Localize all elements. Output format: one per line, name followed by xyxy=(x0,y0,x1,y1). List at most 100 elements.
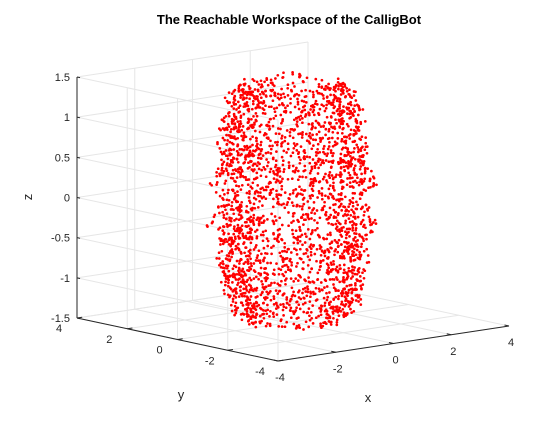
data-point xyxy=(266,136,270,140)
data-point xyxy=(283,241,287,245)
data-point xyxy=(231,177,235,180)
data-point xyxy=(245,310,249,313)
data-point xyxy=(234,311,238,315)
data-point xyxy=(341,303,345,306)
data-point xyxy=(308,206,311,210)
data-point xyxy=(247,120,250,124)
data-point xyxy=(370,169,373,173)
data-point xyxy=(291,169,295,173)
data-point xyxy=(275,189,278,193)
data-point xyxy=(334,227,338,230)
data-point xyxy=(322,124,325,128)
data-point xyxy=(334,222,338,226)
data-point xyxy=(220,249,224,253)
data-point xyxy=(354,125,358,129)
data-point xyxy=(268,170,272,174)
data-point xyxy=(253,129,257,133)
data-point xyxy=(271,157,275,161)
data-point xyxy=(222,288,226,292)
data-point xyxy=(326,313,330,317)
data-point xyxy=(247,161,250,165)
data-point xyxy=(345,208,349,212)
data-point xyxy=(318,92,321,95)
data-point xyxy=(338,97,342,101)
data-point xyxy=(348,220,352,224)
data-point xyxy=(247,118,251,121)
data-point xyxy=(281,260,285,264)
data-point xyxy=(310,193,314,197)
data-point xyxy=(306,311,310,314)
data-point xyxy=(295,142,299,146)
data-point xyxy=(331,154,334,158)
data-point xyxy=(343,245,347,249)
data-point xyxy=(262,316,266,320)
data-point xyxy=(272,220,275,224)
data-point xyxy=(228,295,231,299)
data-point xyxy=(235,217,238,221)
data-point xyxy=(307,307,311,310)
data-point xyxy=(298,204,302,208)
data-point xyxy=(269,147,273,151)
data-point xyxy=(262,233,265,237)
grid-line xyxy=(76,81,309,118)
data-point xyxy=(251,102,255,106)
data-point xyxy=(336,310,340,314)
data-point xyxy=(227,198,231,202)
data-point xyxy=(295,193,299,197)
data-point xyxy=(316,226,319,230)
data-point xyxy=(247,283,251,287)
data-point xyxy=(317,82,321,86)
data-point xyxy=(274,301,278,305)
data-point xyxy=(292,142,296,145)
data-point xyxy=(232,240,236,243)
data-point xyxy=(244,299,248,303)
data-point xyxy=(238,166,242,169)
data-point xyxy=(231,290,235,293)
data-point xyxy=(233,219,236,222)
data-point xyxy=(232,90,236,93)
data-point xyxy=(333,140,337,144)
data-point xyxy=(270,105,273,109)
data-point xyxy=(248,252,252,255)
data-point xyxy=(351,204,355,208)
data-point xyxy=(296,238,299,242)
data-point xyxy=(262,101,266,104)
data-point xyxy=(282,167,286,171)
data-point xyxy=(254,197,258,201)
data-point xyxy=(217,228,220,231)
data-point xyxy=(282,274,286,278)
data-point xyxy=(296,169,300,173)
data-point xyxy=(308,155,312,159)
data-point xyxy=(277,132,281,136)
data-point xyxy=(247,290,251,294)
data-point xyxy=(264,309,268,313)
data-point xyxy=(283,191,287,194)
data-point xyxy=(314,179,318,183)
data-point xyxy=(342,92,345,95)
data-point xyxy=(346,177,349,180)
data-point xyxy=(327,250,331,254)
data-point xyxy=(349,151,353,155)
data-point xyxy=(234,237,237,241)
data-point xyxy=(355,119,359,123)
data-point xyxy=(242,161,245,165)
data-point xyxy=(251,152,254,156)
data-point xyxy=(261,239,265,243)
data-point xyxy=(270,281,273,285)
data-point xyxy=(248,87,251,91)
data-point xyxy=(348,163,351,167)
data-point xyxy=(259,123,263,127)
data-point xyxy=(311,158,315,161)
data-point xyxy=(274,114,278,118)
z-axis-label: z xyxy=(20,194,35,201)
data-point xyxy=(313,212,317,215)
data-point xyxy=(275,239,279,242)
data-point xyxy=(364,136,368,139)
data-point xyxy=(330,240,334,244)
data-point xyxy=(333,125,336,129)
data-point xyxy=(313,218,316,222)
data-point xyxy=(292,322,296,326)
data-point xyxy=(364,141,368,145)
data-point xyxy=(343,256,346,260)
data-point xyxy=(288,303,291,307)
